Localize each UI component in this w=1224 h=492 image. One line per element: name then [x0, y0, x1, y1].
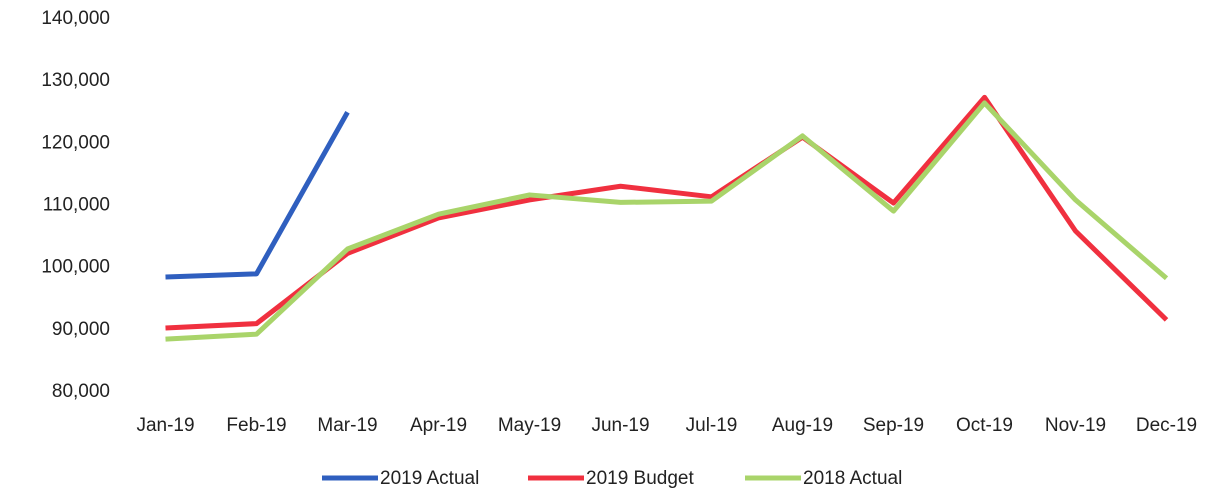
x-tick-label: Jun-19	[591, 415, 649, 436]
x-tick-label: Jul-19	[686, 415, 738, 436]
x-tick-label: Aug-19	[772, 415, 833, 436]
x-tick-label: Dec-19	[1136, 415, 1197, 436]
x-tick-label: Apr-19	[410, 415, 467, 436]
y-tick-label: 90,000	[52, 319, 110, 340]
x-tick-label: May-19	[498, 415, 561, 436]
x-tick-label: Nov-19	[1045, 415, 1106, 436]
y-tick-label: 110,000	[43, 195, 110, 216]
y-tick-label: 80,000	[52, 381, 110, 402]
x-tick-label: Mar-19	[317, 415, 377, 436]
x-tick-label: Feb-19	[226, 415, 286, 436]
legend-label: 2019 Actual	[380, 468, 479, 489]
line-series	[165, 94, 1169, 331]
legend-label: 2019 Budget	[586, 468, 694, 489]
x-tick-label: Oct-19	[956, 415, 1013, 436]
y-tick-label: 120,000	[41, 132, 110, 153]
x-tick-label: Sep-19	[863, 415, 924, 436]
y-tick-label: 140,000	[41, 8, 110, 29]
legend-label: 2018 Actual	[803, 468, 902, 489]
x-tick-label: Jan-19	[136, 415, 194, 436]
line-series	[165, 100, 1169, 342]
line-series	[165, 111, 350, 280]
y-tick-label: 100,000	[41, 257, 110, 278]
y-tick-label: 130,000	[41, 70, 110, 91]
